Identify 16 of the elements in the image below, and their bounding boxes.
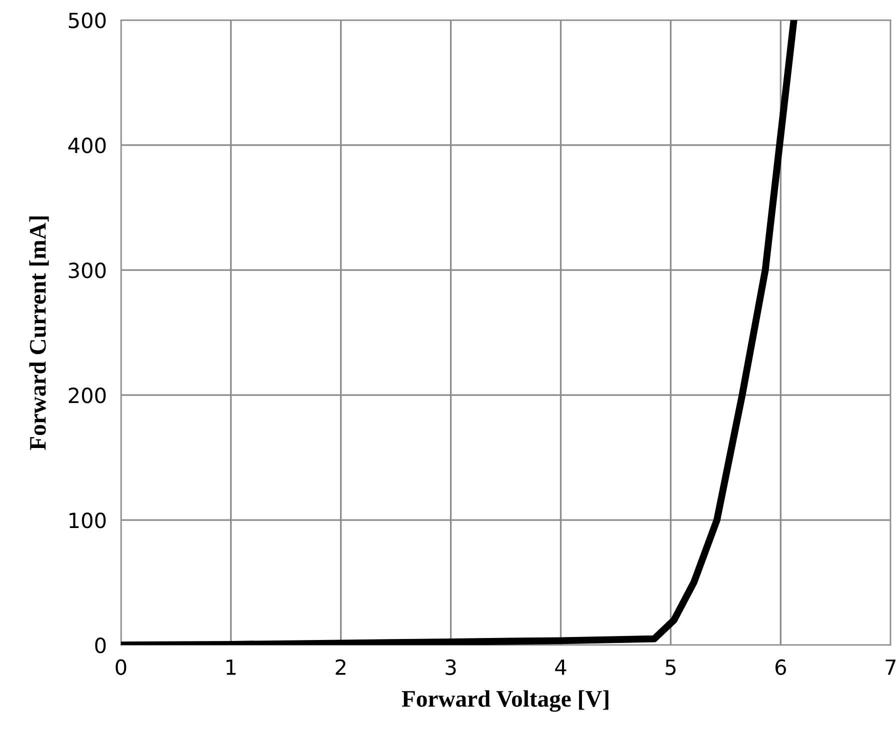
y-tick-label: 300 — [68, 262, 106, 278]
x-tick-label: 0 — [116, 659, 126, 676]
x-axis-title: Forward Voltage [V] — [402, 690, 608, 712]
y-axis-title: Forward Current [mA] — [29, 216, 49, 450]
y-tick-label: 200 — [68, 388, 106, 404]
y-tick-label: 100 — [70, 512, 106, 528]
x-tick-label: 5 — [666, 660, 676, 676]
x-tick-label: 3 — [446, 659, 456, 676]
y-tick-label: 500 — [68, 12, 106, 28]
x-tick-label: 7 — [886, 660, 896, 675]
y-tick-label: 0 — [95, 638, 106, 654]
x-tick-label: 4 — [555, 660, 566, 675]
x-tick-label: 2 — [336, 659, 346, 675]
x-tick-label: 1 — [226, 660, 236, 675]
x-tick-label: 6 — [776, 659, 786, 676]
y-tick-label: 400 — [68, 138, 106, 154]
